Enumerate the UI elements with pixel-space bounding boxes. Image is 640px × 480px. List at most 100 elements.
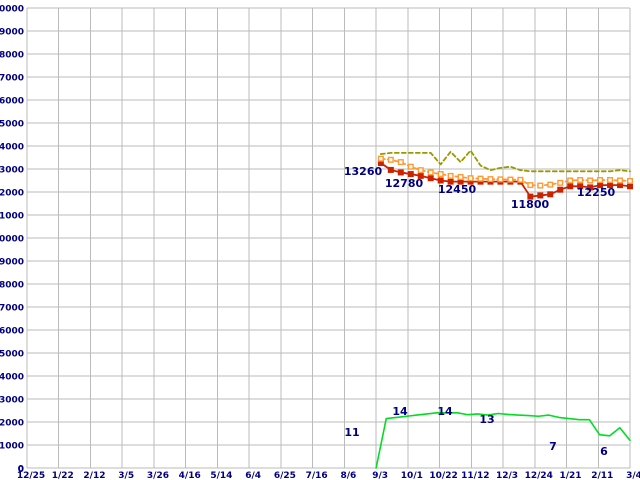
y-axis-tick-label: 19000 (0, 28, 24, 38)
x-axis-tick-label: 4/16 (179, 471, 201, 480)
data-label: 11 (344, 426, 359, 439)
series-marker-price-main (387, 166, 394, 173)
series-marker-price-avg (627, 177, 634, 184)
y-axis-tick-label: 6000 (0, 327, 24, 337)
series-marker-price-avg (377, 155, 384, 162)
series-marker-price-avg (387, 156, 394, 163)
x-axis-tick-label: 2/11 (591, 471, 613, 480)
series-marker-price-avg (527, 182, 534, 189)
y-axis-tick-label: 14000 (0, 143, 24, 153)
x-axis-tick-label: 3/26 (147, 471, 169, 480)
x-axis-tick-label: 2/12 (83, 471, 105, 480)
series-marker-price-avg (427, 169, 434, 176)
x-axis-tick-label: 8/6 (340, 471, 356, 480)
series-marker-price-main (397, 169, 404, 176)
x-axis-tick-label: 12/24 (525, 471, 553, 480)
series-marker-price-avg (517, 176, 524, 183)
series-marker-price-avg (567, 177, 574, 184)
series-line-volume (375, 412, 631, 469)
series-marker-price-avg (597, 177, 604, 184)
series-price-high (379, 149, 631, 173)
x-axis-tick-label: 10/1 (401, 471, 423, 480)
series-marker-price-main (437, 177, 444, 184)
series-marker-price-avg (537, 182, 544, 189)
series-marker-price-avg (587, 177, 594, 184)
y-axis-tick-label: 0 (18, 465, 24, 475)
series-marker-price-avg (547, 181, 554, 188)
y-axis-tick-label: 8000 (0, 281, 24, 291)
series-marker-price-main (587, 184, 594, 191)
y-axis-tick-label: 1000 (0, 442, 24, 452)
series-marker-price-main (547, 191, 554, 198)
x-axis-tick-label: 12/3 (496, 471, 518, 480)
x-axis-tick-label: 6/4 (245, 471, 261, 480)
x-axis-tick-label: 6/25 (274, 471, 296, 480)
series-marker-price-main (537, 192, 544, 199)
series-marker-price-avg (607, 177, 614, 184)
y-axis-tick-label: 4000 (0, 373, 24, 383)
series-price-main (377, 160, 634, 200)
series-marker-price-main (527, 193, 534, 200)
y-axis-tick-label: 3000 (0, 396, 24, 406)
y-axis-tick-label: 9000 (0, 258, 24, 268)
y-axis-tick-label: 15000 (0, 120, 24, 130)
y-axis-tick-label: 11000 (0, 212, 24, 222)
series-marker-price-main (567, 183, 574, 190)
series-marker-price-avg (397, 159, 404, 166)
series-marker-price-main (627, 183, 634, 190)
y-axis-tick-label: 18000 (0, 51, 24, 61)
y-axis-tick-label: 16000 (0, 97, 24, 107)
series-price-avg (377, 155, 634, 189)
series-marker-price-avg (437, 171, 444, 178)
series-marker-price-main (417, 172, 424, 179)
data-label: 12250 (577, 186, 616, 199)
y-axis-tick-label: 12000 (0, 189, 24, 199)
series-marker-price-main (557, 186, 564, 193)
series-marker-price-avg (417, 167, 424, 174)
series-marker-price-avg (407, 163, 414, 170)
data-label: 6 (600, 445, 608, 458)
series-marker-price-avg (507, 176, 514, 183)
series-marker-price-avg (447, 172, 454, 179)
grid-lines (26, 7, 631, 469)
series-marker-price-avg (457, 174, 464, 181)
data-label: 7 (549, 440, 557, 453)
y-axis-tick-label: 2000 (0, 419, 24, 429)
x-axis-tick-label: 7/16 (306, 471, 328, 480)
y-axis-tick-label: 7000 (0, 304, 24, 314)
series-marker-price-avg (487, 176, 494, 183)
data-label: 12780 (385, 177, 424, 190)
x-axis-tick-label: 1/21 (559, 471, 581, 480)
y-axis-tick-label: 20000 (0, 5, 24, 15)
series-marker-price-avg (557, 179, 564, 186)
data-label: 13 (479, 413, 494, 426)
y-axis-tick-label: 13000 (0, 166, 24, 176)
series-marker-price-main (447, 178, 454, 185)
y-axis-tick-label: 5000 (0, 350, 24, 360)
data-label: 14 (437, 405, 453, 418)
series-marker-price-avg (497, 176, 504, 183)
data-label: 12450 (438, 183, 477, 196)
series-marker-price-avg (577, 177, 584, 184)
x-axis-tick-label: 3/5 (118, 471, 134, 480)
origin-label: 0 (18, 465, 24, 475)
x-axis-tick-label: 1/22 (52, 471, 74, 480)
x-axis-tick-label: 10/22 (429, 471, 457, 480)
x-axis-tick-label: 11/12 (461, 471, 489, 480)
y-axis-tick-label: 10000 (0, 235, 24, 245)
x-axis-tick-label: 5/14 (210, 471, 232, 480)
data-label: 13260 (344, 165, 383, 178)
x-axis-tick-label: 12/25 (17, 471, 45, 480)
x-axis-tick-label: 9/3 (372, 471, 388, 480)
series-line-price-high (379, 149, 631, 173)
series-marker-price-avg (617, 177, 624, 184)
series-marker-price-avg (477, 175, 484, 182)
data-label: 14 (392, 405, 408, 418)
x-axis-tick-label: 3/4 (626, 471, 640, 480)
series-marker-price-main (427, 175, 434, 182)
series-volume (375, 412, 631, 469)
series-marker-price-avg (467, 175, 474, 182)
